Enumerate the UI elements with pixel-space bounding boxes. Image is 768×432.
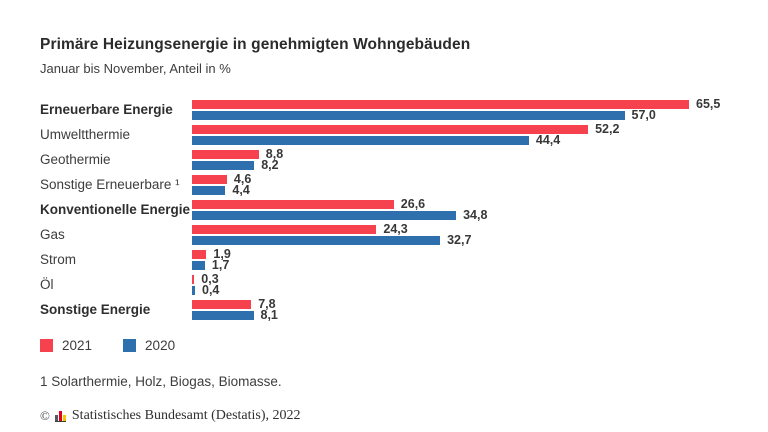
chart-row: Konventionelle Energie 26,6 34,8	[40, 197, 768, 222]
category-label: Gas	[40, 227, 65, 243]
chart-header: Primäre Heizungsenergie in genehmigten W…	[0, 0, 768, 76]
chart-row: Geothermie 8,8 8,2	[40, 147, 768, 172]
chart-subtitle: Januar bis November, Anteil in %	[40, 61, 231, 77]
value-label-2020: 8,1	[260, 308, 278, 323]
category-label: Umweltthermie	[40, 127, 131, 143]
value-label-2020: 57,0	[631, 108, 656, 123]
chart-row: Öl 0,3 0,4	[40, 272, 768, 297]
chart-rows: Erneuerbare Energie 65,5 57,0 Umweltthermie…	[40, 97, 768, 322]
legend-label-2021: 2021	[62, 337, 93, 353]
bar-line-2020: 1,7	[192, 258, 231, 273]
bar-line-2020: 8,2	[192, 158, 283, 173]
bar-group: 4,6 4,4	[192, 172, 251, 197]
bar-line-2020: 57,0	[192, 108, 720, 123]
bar-2021	[192, 249, 207, 259]
bar-line-2021: 1,9	[192, 248, 231, 260]
bar-group: 24,3 32,7	[192, 222, 471, 247]
bar-2020	[192, 186, 226, 196]
value-label-2021: 4,6	[233, 171, 252, 186]
bar-line-2020: 32,7	[192, 233, 472, 248]
category-label: Konventionelle Energie	[40, 202, 191, 218]
chart-row: Umweltthermie 52,2 44,4	[40, 122, 768, 147]
bar-line-2021: 0,3	[192, 273, 219, 285]
chart-row: Erneuerbare Energie 65,5 57,0	[40, 97, 768, 122]
bar-2021	[192, 224, 377, 234]
value-label-2020: 8,2	[261, 158, 279, 173]
bar-2020	[192, 236, 441, 246]
legend-label-2020: 2020	[145, 337, 176, 353]
value-label-2021: 0,3	[201, 271, 219, 286]
chart-legend: 2021 2020	[40, 338, 768, 352]
bar-2021	[192, 99, 689, 109]
value-label-2020: 34,8	[463, 208, 488, 223]
chart-footnote: 1 Solarthermie, Holz, Biogas, Biomasse.	[40, 374, 282, 390]
value-label-2021: 7,8	[258, 296, 276, 311]
bar-2021	[192, 124, 589, 134]
bar-line-2020: 4,4	[192, 183, 251, 198]
bar-2020	[192, 161, 255, 171]
chart-row: Gas 24,3 32,7	[40, 222, 768, 247]
bar-line-2021: 52,2	[192, 123, 619, 135]
value-label-2020: 4,4	[232, 183, 250, 198]
bar-line-2020: 34,8	[192, 208, 488, 223]
bar-group: 0,3 0,4	[192, 272, 219, 297]
category-label: Sonstige Erneuerbare ¹	[40, 177, 180, 193]
bar-line-2020: 0,4	[192, 283, 220, 298]
category-label: Strom	[40, 252, 77, 268]
value-label-2020: 44,4	[535, 133, 561, 148]
chart-row: Sonstige Erneuerbare ¹ 4,6 4,4	[40, 172, 768, 197]
bar-group: 65,5 57,0	[192, 97, 720, 122]
bar-2021	[192, 174, 227, 184]
bar-2021	[192, 199, 394, 209]
category-label: Öl	[40, 277, 54, 293]
bar-line-2021: 8,8	[192, 148, 283, 160]
value-label-2021: 1,9	[213, 246, 231, 261]
value-label-2021: 52,2	[595, 121, 620, 136]
bar-group: 8,8 8,2	[192, 147, 283, 172]
destatis-logo-icon	[54, 410, 66, 422]
value-label-2021: 26,6	[400, 196, 426, 211]
bar-2021	[192, 299, 252, 309]
value-label-2020: 0,4	[202, 283, 220, 298]
bar-2020	[192, 261, 205, 271]
value-label-2020: 32,7	[447, 233, 472, 248]
bar-group: 26,6 34,8	[192, 197, 487, 222]
bar-2021	[192, 149, 259, 159]
legend-item-2020: 2020	[123, 339, 175, 353]
bar-group: 7,8 8,1	[192, 297, 278, 322]
copyright-symbol: ©	[40, 408, 50, 424]
bar-group: 52,2 44,4	[192, 122, 619, 147]
bar-line-2020: 8,1	[192, 308, 278, 323]
bar-line-2021: 4,6	[192, 173, 251, 185]
bar-line-2021: 7,8	[192, 298, 278, 310]
source-text: Statistisches Bundesamt (Destatis), 2022	[71, 407, 301, 423]
bar-2020	[192, 211, 457, 221]
category-label: Erneuerbare Energie	[40, 102, 173, 118]
bar-2021	[192, 274, 195, 284]
category-label: Sonstige Energie	[40, 302, 151, 318]
value-label-2021: 24,3	[383, 221, 408, 236]
chart-title: Primäre Heizungsenergie in genehmigten W…	[40, 36, 471, 53]
bar-line-2021: 65,5	[192, 98, 720, 110]
bar-2020	[192, 311, 254, 321]
category-label: Geothermie	[40, 152, 111, 168]
chart-row: Sonstige Energie 7,8 8,1	[40, 297, 768, 322]
legend-item-2021: 2021	[40, 339, 92, 353]
bar-chart: Erneuerbare Energie 65,5 57,0 Umweltthermie…	[40, 97, 768, 322]
bar-2020	[192, 286, 195, 296]
bar-2020	[192, 136, 529, 146]
bar-group: 1,9 1,7	[192, 247, 231, 272]
value-label-2020: 1,7	[211, 258, 230, 273]
bar-line-2021: 26,6	[192, 198, 487, 210]
bar-line-2020: 44,4	[192, 133, 619, 148]
bar-line-2021: 24,3	[192, 223, 471, 235]
legend-swatch-2021	[40, 338, 53, 352]
legend-swatch-2020	[123, 338, 137, 352]
source-line: © Statistisches Bundesamt (Destatis), 20…	[40, 407, 768, 424]
bar-2020	[192, 111, 625, 121]
value-label-2021: 65,5	[696, 96, 721, 111]
value-label-2021: 8,8	[265, 146, 284, 161]
chart-row: Strom 1,9 1,7	[40, 247, 768, 272]
